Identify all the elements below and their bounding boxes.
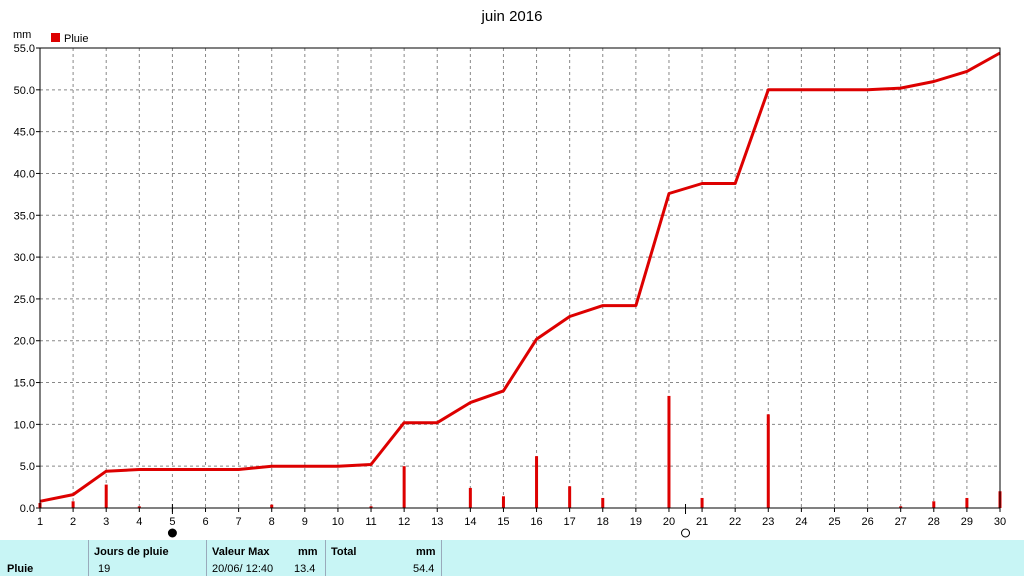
rain-bar [667, 395, 671, 508]
rain-days-value: 19 [98, 563, 111, 575]
y-tick-label: 5.0 [20, 461, 35, 473]
y-tick-label: 40.0 [14, 168, 35, 180]
rain-bar [137, 506, 141, 508]
legend-label: Pluie [64, 33, 88, 45]
rain-bar [932, 501, 936, 508]
max-date: 20/06/ 12:40 [212, 563, 274, 575]
rain-bar [468, 487, 472, 508]
y-ticks: 0.0 5.0 10.0 15.0 20.0 25.0 30.0 35.0 40.0 45.0 50… [14, 43, 40, 515]
rain-bar [535, 456, 539, 508]
x-tick-label: 2 [70, 516, 76, 528]
x-tick-label: 24 [795, 516, 807, 528]
footer-divider [206, 540, 207, 576]
max-value-label: Valeur Max [212, 546, 270, 558]
y-tick-label: 15.0 [14, 378, 35, 390]
rain-bar [71, 501, 75, 508]
rain-bar [965, 497, 969, 508]
x-tick-label: 12 [398, 516, 410, 528]
rain-bar [899, 506, 903, 508]
x-tick-label: 10 [332, 516, 344, 528]
footer-divider [325, 540, 326, 576]
x-tick-label: 23 [762, 516, 774, 528]
x-tick-label: 13 [431, 516, 443, 528]
footer-divider [88, 540, 89, 576]
x-tick-label: 29 [961, 516, 973, 528]
plot-frame [39, 47, 1001, 509]
x-tick-label: 27 [895, 516, 907, 528]
rain-bar [270, 504, 274, 508]
new-moon-icon [167, 528, 177, 538]
max-unit: mm [298, 546, 318, 558]
chart-title: juin 2016 [481, 8, 543, 25]
total-label: Total [331, 546, 357, 558]
x-tick-label: 19 [630, 516, 642, 528]
y-tick-label: 55.0 [14, 43, 35, 55]
max-value: 13.4 [294, 563, 316, 575]
y-tick-label: 20.0 [14, 336, 35, 348]
rain-bar [601, 497, 605, 508]
x-tick-label: 17 [564, 516, 576, 528]
rain-bar [369, 506, 373, 508]
grid [40, 47, 1000, 508]
legend-swatch [51, 33, 60, 42]
x-tick-label: 25 [828, 516, 840, 528]
x-tick-label: 11 [365, 516, 376, 528]
total-value: 54.4 [413, 563, 435, 575]
rain-bar [501, 496, 505, 508]
y-tick-label: 25.0 [14, 294, 35, 306]
x-tick-label: 7 [236, 516, 242, 528]
rain-bars [38, 395, 1002, 508]
rain-bar [104, 484, 108, 508]
x-tick-label: 4 [136, 516, 142, 528]
x-tick-label: 30 [994, 516, 1006, 528]
x-ticks: 1 2 3 4 5 6 7 8 9 10 11 12 13 14 15 16 17 18 19 20 21 22 23 24 2… [37, 508, 1006, 528]
y-axis-unit: mm [13, 29, 31, 41]
x-tick-label: 18 [597, 516, 609, 528]
x-tick-label: 21 [696, 516, 708, 528]
moon-phases [167, 504, 691, 538]
x-tick-label: 20 [663, 516, 675, 528]
x-tick-label: 15 [497, 516, 509, 528]
y-tick-label: 10.0 [14, 419, 35, 431]
rain-days-label: Jours de pluie [94, 546, 169, 558]
rain-bar [700, 497, 704, 508]
footer-row-label: Pluie [7, 563, 34, 575]
rain-chart: juin 2016 mm Pluie 0.0 5.0 10.0 15.0 20.0 25.… [13, 8, 1006, 538]
y-tick-label: 0.0 [20, 503, 35, 515]
x-tick-label: 14 [464, 516, 476, 528]
x-tick-label: 26 [861, 516, 873, 528]
summary-footer: Pluie Jours de pluie 19 Valeur Max mm 20… [0, 540, 1024, 576]
total-unit: mm [416, 546, 436, 558]
x-tick-label: 1 [37, 516, 43, 528]
x-tick-label: 22 [729, 516, 741, 528]
footer-divider [441, 540, 442, 576]
y-tick-label: 35.0 [14, 210, 35, 222]
rain-bar [766, 414, 770, 508]
x-tick-label: 6 [202, 516, 208, 528]
rain-bar [568, 486, 572, 508]
x-tick-label: 3 [103, 516, 109, 528]
x-tick-label: 9 [302, 516, 308, 528]
full-moon-icon [681, 528, 691, 538]
y-tick-label: 30.0 [14, 252, 35, 264]
rain-bar [402, 466, 406, 508]
x-tick-label: 16 [530, 516, 542, 528]
cumulative-line [39, 51, 1001, 503]
y-tick-label: 45.0 [14, 127, 35, 139]
x-tick-label: 8 [269, 516, 275, 528]
x-tick-label: 28 [928, 516, 940, 528]
x-tick-label: 5 [169, 516, 175, 528]
y-tick-label: 50.0 [14, 85, 35, 97]
